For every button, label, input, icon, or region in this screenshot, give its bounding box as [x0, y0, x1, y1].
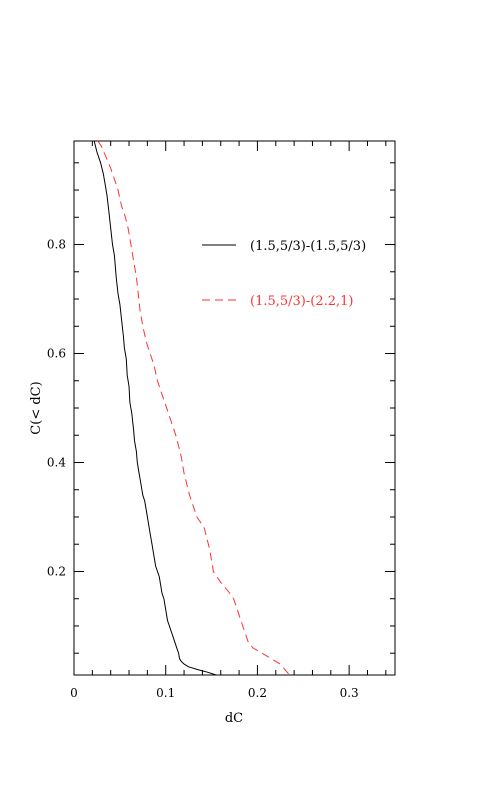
y-axis-title: C(< dC)	[29, 381, 44, 434]
legend: (1.5,5/3)-(1.5,5/3) (1.5,5/3)-(2.2,1)	[202, 239, 366, 309]
x-tick-label: 0.2	[248, 686, 267, 700]
x-axis-title: dC	[225, 711, 243, 726]
y-tick-label: 0.2	[47, 564, 66, 578]
y-tick-label: 0.8	[47, 238, 66, 252]
y-tick-label: 0.4	[47, 455, 66, 469]
series-line-2	[97, 140, 290, 676]
series-layer	[93, 140, 290, 676]
legend-label-1: (1.5,5/3)-(1.5,5/3)	[250, 239, 366, 254]
legend-label-2: (1.5,5/3)-(2.2,1)	[250, 294, 354, 309]
plot-frame	[73, 140, 396, 676]
x-tick-label: 0	[70, 686, 78, 700]
y-tick-label: 0.6	[47, 347, 66, 361]
ticks-layer: 0 0.1 0.2 0.3 0.2 0.4 0.6 0.8	[47, 141, 395, 700]
series-line-1	[93, 140, 217, 676]
x-tick-label: 0.3	[340, 686, 359, 700]
x-tick-label: 0.1	[156, 686, 175, 700]
